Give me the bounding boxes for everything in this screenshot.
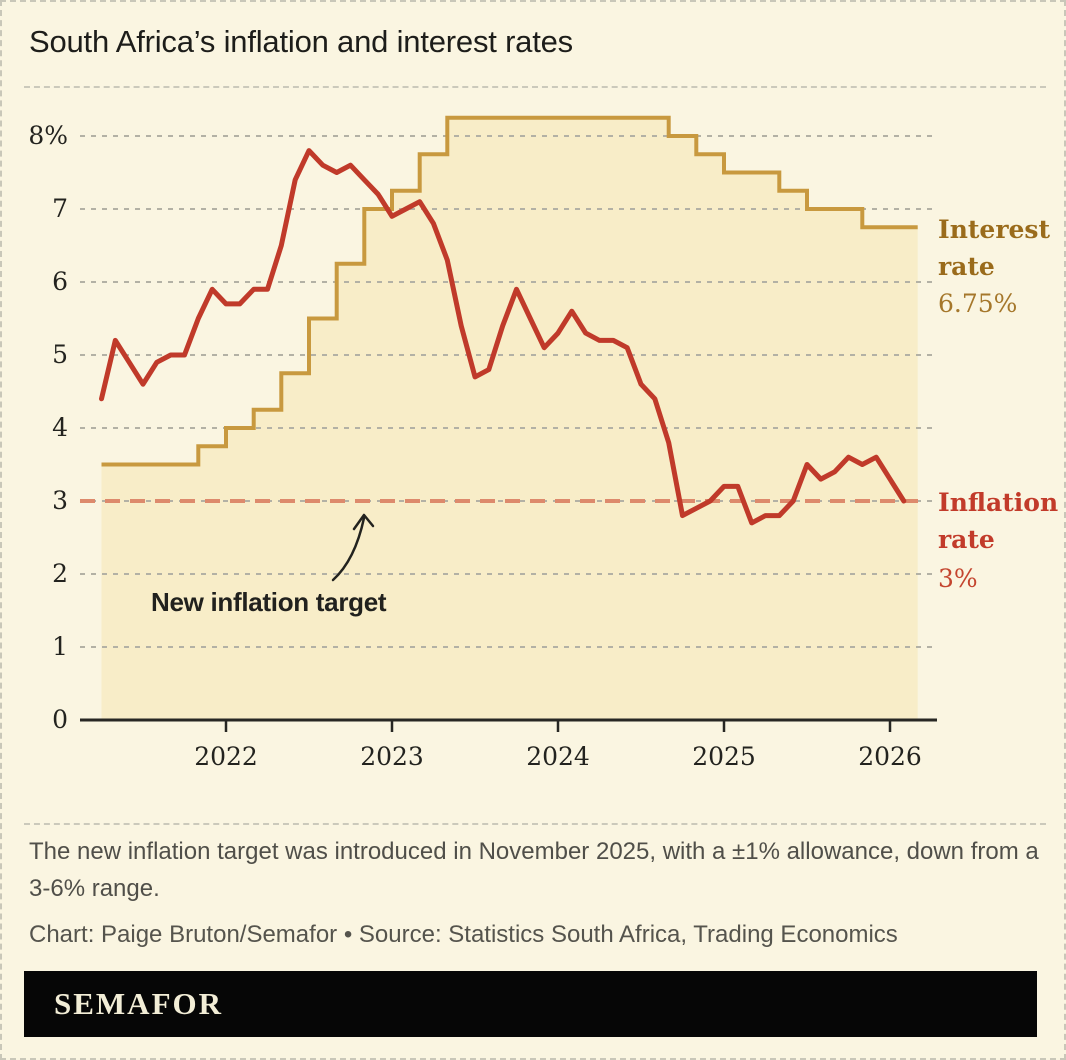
interest-area-fill — [101, 117, 918, 721]
annotation-arrowhead — [352, 513, 375, 531]
interest-label-line1: Interest — [938, 215, 1051, 244]
y-tick-label: 5 — [52, 340, 68, 369]
y-tick-label: 7 — [52, 194, 68, 223]
footnote: The new inflation target was introduced … — [29, 838, 1039, 902]
inflation-rate-line — [99, 148, 907, 526]
interest-rate-series-label: Interest rate — [938, 211, 1050, 285]
x-tick-label: 2023 — [360, 742, 424, 771]
inflation-rate-series-label: Inflation rate — [938, 484, 1058, 558]
inflation-rate-latest-value: 3% — [938, 564, 978, 593]
chart-title: South Africa’s inflation and interest ra… — [29, 24, 573, 59]
annotation-arrow — [331, 516, 366, 582]
inflation-label-line1: Inflation — [938, 488, 1059, 517]
y-tick-label: 8% — [28, 121, 68, 150]
x-tick-label: 2022 — [194, 742, 258, 771]
title-separator — [24, 86, 1046, 88]
interest-rate-line — [101, 115, 918, 467]
y-tick-label: 1 — [52, 632, 68, 661]
semafor-wordmark: SEMAFOR — [54, 986, 223, 1021]
y-tick-label: 4 — [52, 413, 68, 442]
y-tick-label: 6 — [52, 267, 68, 296]
x-tick-label: 2024 — [526, 742, 590, 771]
y-tick-label: 0 — [52, 705, 68, 734]
x-tick-label: 2026 — [858, 742, 922, 771]
x-tick-label: 2025 — [692, 742, 756, 771]
inflation-label-line2: rate — [938, 525, 995, 554]
credit-line: Chart: Paige Bruton/Semafor • Source: St… — [29, 921, 898, 948]
footer-separator — [24, 823, 1046, 825]
new-inflation-target-annotation: New inflation target — [151, 587, 387, 617]
y-tick-label: 2 — [52, 559, 68, 588]
semafor-logo-bar: SEMAFOR — [24, 971, 1037, 1037]
interest-rate-latest-value: 6.75% — [938, 289, 1018, 318]
interest-label-line2: rate — [938, 252, 995, 281]
y-tick-label: 3 — [52, 486, 68, 515]
